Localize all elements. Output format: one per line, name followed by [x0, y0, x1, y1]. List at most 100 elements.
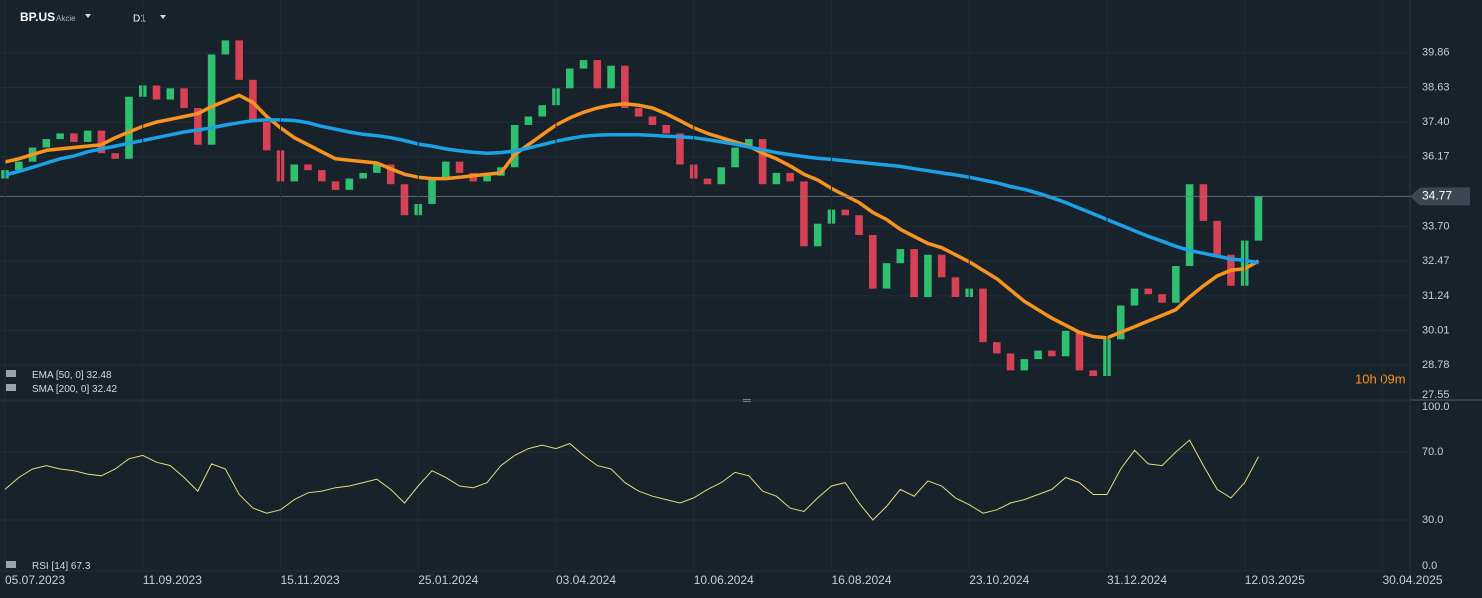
current-price-tag: [1410, 187, 1470, 206]
x-tick-label: 10.06.2024: [694, 573, 754, 587]
candle: [1254, 196, 1263, 241]
legend-icons: [6, 370, 16, 568]
candle: [565, 68, 574, 89]
candle: [1116, 305, 1125, 340]
candle: [194, 108, 202, 145]
candle: [111, 153, 119, 159]
y-tick-label: 70.0: [1422, 446, 1443, 458]
x-tick-label: 03.04.2024: [556, 573, 616, 587]
legend-entry: EMA [50, 0] 32.48: [32, 370, 112, 381]
candle: [1020, 359, 1029, 371]
candle: [1075, 330, 1084, 371]
y-tick-label: 28.78: [1422, 359, 1450, 371]
candle: [1172, 266, 1180, 303]
timeframe[interactable]: D1: [133, 14, 146, 25]
candle: [180, 88, 188, 109]
candle: [896, 249, 905, 264]
indicator-line: [4, 93, 1260, 340]
y-tick-label: 37.40: [1422, 116, 1450, 128]
candle: [621, 65, 629, 109]
y-tick-label: 31.24: [1422, 290, 1450, 302]
countdown: 10h 09m: [1355, 371, 1406, 386]
candle: [221, 40, 230, 55]
x-tick-label: 25.01.2024: [418, 573, 478, 587]
legend-value: 67.3: [71, 561, 91, 572]
legend-entry: RSI [14] 67.3: [32, 561, 91, 572]
candle: [882, 263, 891, 289]
candle: [70, 133, 78, 142]
candle: [1185, 184, 1194, 267]
candle: [745, 139, 753, 148]
y-tick-label: 32.47: [1422, 255, 1450, 267]
candle: [290, 164, 299, 182]
y-tick-label: 38.63: [1422, 81, 1450, 93]
candle: [855, 215, 863, 235]
candle: [772, 172, 781, 185]
candle: [14, 161, 23, 171]
candle: [979, 288, 987, 343]
timeframe-dropdown[interactable]: [160, 15, 166, 19]
candle: [800, 181, 808, 247]
y-tick-label: 33.70: [1422, 220, 1450, 232]
candle: [483, 175, 491, 182]
legend-entry: SMA [200, 0] 32.42: [32, 384, 118, 395]
symbol[interactable]: BP.US: [20, 10, 55, 24]
candle: [1048, 350, 1056, 357]
legend-name: RSI [14]: [32, 561, 68, 572]
candle: [951, 277, 960, 298]
candle: [386, 164, 395, 185]
candle: [318, 170, 326, 182]
candle: [510, 124, 519, 168]
candle: [607, 65, 615, 89]
candle: [1089, 370, 1097, 377]
candle: [731, 147, 739, 168]
candle: [937, 254, 946, 278]
y-tick-label: 39.86: [1422, 47, 1450, 59]
candle: [676, 133, 684, 165]
candle: [455, 161, 464, 173]
candle: [1158, 294, 1166, 303]
x-tick-label: 30.04.2025: [1382, 573, 1442, 587]
candle: [1006, 353, 1015, 371]
candle: [662, 124, 670, 134]
symbol-dropdown[interactable]: [85, 14, 91, 18]
candle: [593, 60, 602, 89]
candle: [1034, 350, 1042, 360]
candle: [524, 116, 533, 125]
x-tick-label: 23.10.2024: [969, 573, 1029, 587]
candle: [235, 40, 243, 80]
x-tick-label: 12.03.2025: [1245, 573, 1305, 587]
candle: [1213, 220, 1221, 255]
candle: [345, 178, 354, 190]
x-tick-label: 05.07.2023: [5, 573, 65, 587]
y-tick-label: 30.01: [1422, 325, 1450, 337]
candle: [97, 130, 106, 154]
y-tick-label: 30.0: [1422, 514, 1443, 526]
legend-value: 32.48: [86, 370, 111, 381]
candle: [924, 254, 932, 298]
legend-name: EMA [50, 0]: [32, 370, 84, 381]
candle: [992, 342, 1001, 354]
x-tick-label: 16.08.2024: [831, 573, 891, 587]
candle: [634, 108, 643, 117]
candle: [1061, 330, 1070, 357]
instrument-kind: Akcie: [56, 14, 76, 23]
candle: [331, 181, 340, 190]
candle: [910, 249, 918, 298]
indicator-line: [4, 439, 1259, 521]
candle: [373, 164, 381, 173]
candle: [717, 167, 726, 185]
candle: [579, 60, 588, 69]
legend-name: SMA [200, 0]: [32, 384, 89, 395]
candle: [648, 116, 657, 125]
candle: [538, 105, 546, 117]
candle: [166, 88, 175, 100]
y-tick-label: 0.0: [1422, 560, 1437, 572]
candle: [359, 172, 367, 179]
candle: [428, 178, 436, 204]
candle: [262, 122, 271, 151]
candle: [1199, 184, 1208, 221]
x-tick-label: 15.11.2023: [280, 573, 339, 587]
candle: [152, 85, 161, 100]
